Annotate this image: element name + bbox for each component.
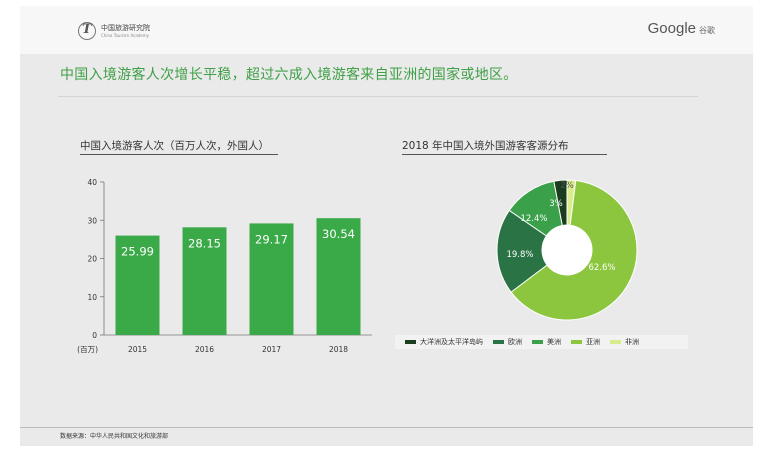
legend-label: 亚洲 [586,338,600,346]
slice-label: 3% [549,199,563,209]
logo-english-name: China Tourism Academy [101,32,150,38]
legend-item-america: 美洲 [532,337,561,347]
y-tick-label: 40 [87,178,97,187]
source-note: 数据来源：中华人民共和国文化和旅游部 [60,433,169,440]
bar-chart-title: 中国入境游客人次（百万人次，外国人） [80,140,269,152]
slice-label: 12.4% [520,214,547,224]
legend-item-africa: 非洲 [610,337,639,347]
google-wordmark: Google [647,20,696,37]
pie-chart-title: 2018 年中国入境外国游客客源分布 [402,140,569,152]
legend-swatch [405,340,416,344]
x-tick-label: 2016 [195,345,214,354]
donut-hole [542,225,592,275]
legend-label: 欧洲 [508,338,522,346]
legend-label: 美洲 [547,338,561,346]
legend-swatch [493,340,504,344]
google-logo: Google 谷歌 [648,20,715,37]
x-tick-label: 2018 [329,345,348,354]
slice-label: 62.6% [588,263,615,273]
slice-label: 19.8% [506,250,533,260]
y-tick-label: 0 [92,331,97,340]
pie-chart-title-rule [402,154,607,155]
y-unit-label: (百万) [77,345,98,354]
y-tick-label: 20 [87,255,97,264]
slice-label: 2% [560,181,574,191]
bar-value-label: 28.15 [188,236,221,250]
legend-label: 非洲 [625,338,639,346]
google-chinese-name: 谷歌 [699,26,715,35]
headline-divider [58,96,698,97]
legend-item-europe: 欧洲 [493,337,522,347]
bar-value-label: 25.99 [121,245,154,259]
page-headline: 中国入境游客人次增长平稳，超过六成入境游客来自亚洲的国家或地区。 [60,67,518,83]
logo-chinese-name: 中国旅游研究院 [101,23,150,32]
bar [182,227,227,335]
legend-swatch [610,340,621,344]
bar-value-label: 30.54 [322,227,355,241]
bar-chart-title-rule [80,154,278,155]
x-tick-label: 2017 [262,345,281,354]
footer-divider [20,427,753,428]
cta-logo-icon [78,22,96,40]
y-tick-label: 30 [87,216,97,225]
y-tick-label: 10 [87,293,97,302]
bar [249,223,294,335]
legend-swatch [571,340,582,344]
legend-swatch [532,340,543,344]
bar [115,235,160,335]
bar-value-label: 29.17 [255,232,288,246]
legend-item-asia: 亚洲 [571,337,600,347]
legend-label: 大洋洲及太平洋岛屿 [420,338,483,346]
legend-item-oceania: 大洋洲及太平洋岛屿 [405,337,483,347]
x-tick-label: 2015 [128,345,147,354]
donut-legend: 大洋洲及太平洋岛屿 欧洲 美洲 亚洲 非洲 [395,335,688,349]
header-bar: 中国旅游研究院 China Tourism Academy Google 谷歌 [20,6,753,54]
cta-logo: 中国旅游研究院 China Tourism Academy [78,20,150,42]
bar [316,218,361,335]
